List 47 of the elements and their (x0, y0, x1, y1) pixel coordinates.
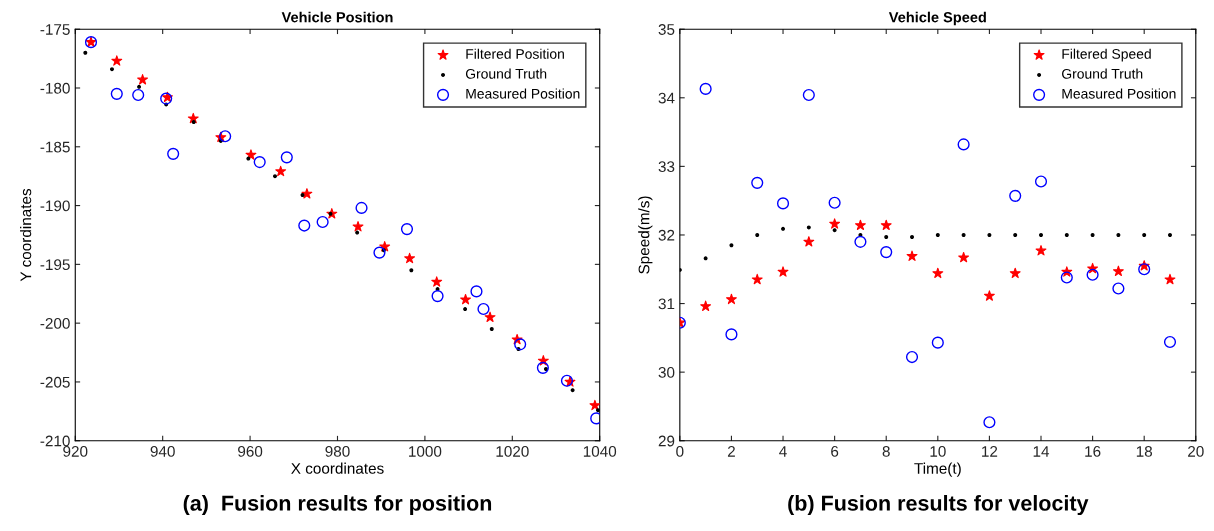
y-tick-label: -210 (40, 435, 70, 447)
chart-title: Vehicle Speed (888, 11, 986, 26)
legend-label: Ground Truth (1062, 68, 1143, 79)
legend-label: Filtered Speed (1062, 48, 1151, 62)
y-axis-title: Y coordinates (20, 188, 32, 282)
x-tick-label: 12 (982, 445, 998, 457)
x-tick-label: 2 (727, 445, 735, 457)
x-tick-label: 980 (325, 445, 350, 457)
legend-label: Ground Truth (465, 68, 547, 79)
x-tick-label: 14 (1033, 446, 1050, 457)
y-tick-label: 35 (658, 24, 675, 35)
x-tick-label: 6 (831, 445, 839, 457)
y-tick-label: -175 (40, 24, 70, 35)
legend-label: Filtered Position (466, 48, 564, 59)
x-axis-title: X coordinates (291, 462, 384, 474)
x-tick-label: 16 (1085, 445, 1101, 457)
x-tick-label: 0 (676, 445, 684, 457)
y-tick-label: -185 (40, 141, 70, 153)
y-tick-label: -200 (40, 318, 70, 329)
x-tick-label: 20 (1188, 445, 1204, 457)
text: (b) Fusion results for velocity (788, 495, 1089, 516)
y-tick-label: 34 (658, 92, 675, 104)
x-tick-label: 1020 (496, 445, 529, 457)
y-tick-label: 32 (658, 229, 675, 241)
x-tick-label: 18 (1136, 445, 1153, 457)
y-tick-label: 29 (658, 435, 675, 447)
y-tick-label: 30 (658, 367, 675, 378)
legend-label: Measured Position (466, 88, 580, 99)
y-tick-label: -205 (40, 376, 70, 388)
y-tick-label: -195 (40, 259, 70, 271)
x-tick-label: 940 (150, 445, 175, 457)
y-tick-label: 33 (658, 161, 675, 173)
y-axis-title: Speed(m/s) (638, 196, 653, 274)
x-tick-label: 4 (779, 446, 787, 457)
chart-title: Vehicle Position (281, 11, 393, 23)
legend-label: Measured Position (1062, 88, 1176, 99)
x-tick-label: 1040 (583, 445, 617, 457)
x-tick-label: 8 (882, 445, 890, 457)
text: (a) Fusion results for position (183, 495, 492, 516)
x-axis-title: Time(t) (914, 462, 961, 477)
y-tick-label: -190 (40, 200, 70, 212)
x-tick-label: 10 (930, 445, 946, 457)
x-tick-label: 1000 (409, 445, 442, 457)
x-tick-label: 960 (238, 445, 263, 457)
x-tick-label: 920 (63, 445, 88, 457)
y-tick-label: -180 (40, 82, 70, 94)
y-tick-label: 31 (658, 298, 675, 310)
